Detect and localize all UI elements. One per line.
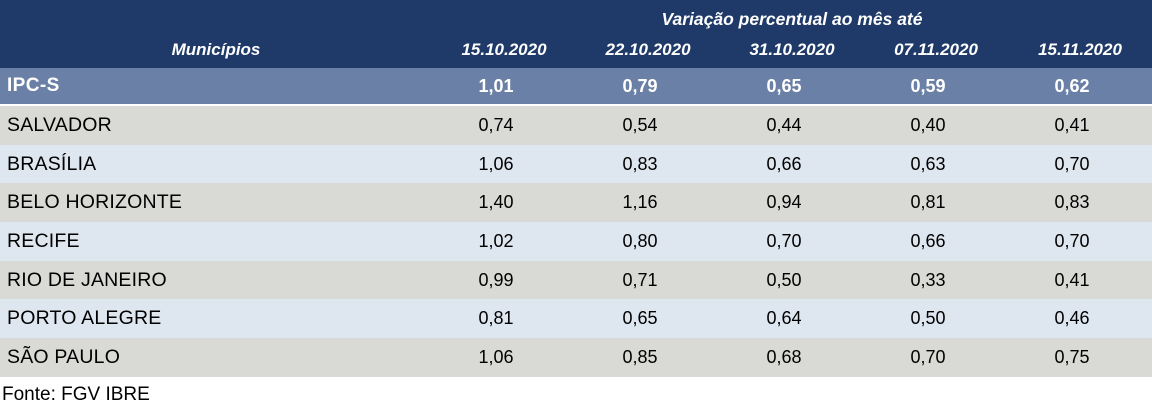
header-group-title: Variação percentual ao mês até [661, 9, 923, 29]
row-label: SALVADOR [7, 113, 112, 136]
row-label: PORTO ALEGRE [7, 307, 162, 330]
row-value: 1,16 [622, 192, 658, 213]
row-label: BRASÍLIA [7, 152, 97, 175]
row-value: 0,64 [766, 308, 802, 329]
row-value: 0,81 [910, 192, 946, 213]
row-value: 0,71 [622, 269, 658, 290]
header-date-col-2: 22.10.2020 [605, 39, 691, 59]
header-date-col-3: 31.10.2020 [749, 39, 835, 59]
table-row-belo-horizonte: BELO HORIZONTE 1,40 1,16 0,94 0,81 0,83 [0, 183, 1152, 223]
table-row-ipcs: IPC-S 1,01 0,79 0,65 0,59 0,62 [0, 68, 1152, 106]
row-value: 0,79 [622, 75, 658, 96]
row-value: 0,44 [766, 114, 802, 135]
row-label: RECIFE [7, 229, 80, 252]
row-label: IPC-S [7, 75, 60, 96]
header-date-col-1: 15.10.2020 [461, 39, 547, 59]
row-value: 0,83 [622, 153, 658, 174]
row-value: 0,46 [1054, 308, 1090, 329]
row-value: 0,80 [622, 230, 658, 251]
row-value: 0,41 [1054, 269, 1090, 290]
row-value: 0,81 [478, 308, 514, 329]
row-value: 1,02 [478, 230, 514, 251]
row-value: 0,33 [910, 269, 946, 290]
table-row-brasilia: BRASÍLIA 1,06 0,83 0,66 0,63 0,70 [0, 144, 1152, 184]
row-value: 0,99 [478, 269, 514, 290]
row-value: 0,70 [910, 346, 946, 367]
header-date-col-5: 15.11.2020 [1038, 39, 1122, 59]
header-municipios: Municípios [171, 39, 261, 59]
row-value: 0,68 [766, 346, 802, 367]
table-row-rio-de-janeiro: RIO DE JANEIRO 0,99 0,71 0,50 0,33 0,41 [0, 260, 1152, 300]
row-value: 0,65 [622, 308, 658, 329]
table-row-recife: RECIFE 1,02 0,80 0,70 0,66 0,70 [0, 222, 1152, 261]
row-value: 0,66 [910, 230, 946, 251]
row-value: 0,63 [910, 153, 946, 174]
row-value: 0,66 [766, 153, 802, 174]
row-label: SÃO PAULO [7, 345, 121, 368]
row-value: 0,70 [1054, 230, 1090, 251]
row-value: 1,01 [478, 75, 514, 96]
row-value: 0,50 [766, 269, 802, 290]
table-row-porto-alegre: PORTO ALEGRE 0,81 0,65 0,64 0,50 0,46 [0, 299, 1152, 339]
row-value: 0,70 [1054, 153, 1090, 174]
row-value: 0,75 [1054, 346, 1090, 367]
row-value: 0,50 [910, 308, 946, 329]
row-label: BELO HORIZONTE [7, 191, 183, 214]
table-header: Variação percentual ao mês até Município… [0, 0, 1152, 68]
row-value: 0,40 [910, 114, 946, 135]
row-value: 0,65 [766, 75, 802, 96]
row-value: 0,70 [766, 230, 802, 251]
row-value: 0,85 [622, 346, 658, 367]
header-group-row: Variação percentual ao mês até [0, 0, 1152, 31]
row-value: 0,62 [1054, 75, 1090, 96]
row-value: 0,59 [910, 75, 946, 96]
row-value: 1,06 [478, 346, 514, 367]
source-note: Fonte: FGV IBRE [0, 376, 1152, 415]
row-value: 0,41 [1054, 114, 1090, 135]
row-value: 0,83 [1054, 192, 1090, 213]
row-value: 0,94 [766, 192, 802, 213]
row-value: 1,40 [478, 192, 514, 213]
table-row-sao-paulo: SÃO PAULO 1,06 0,85 0,68 0,70 0,75 [0, 338, 1152, 377]
row-value: 0,74 [478, 114, 514, 135]
header-date-col-4: 07.11.2020 [894, 39, 978, 59]
header-columns-row: Municípios 15.10.2020 22.10.2020 31.10.2… [0, 31, 1152, 68]
table-row-salvador: SALVADOR 0,74 0,54 0,44 0,40 0,41 [0, 106, 1152, 145]
row-value: 0,54 [622, 114, 658, 135]
row-value: 1,06 [478, 153, 514, 174]
row-label: RIO DE JANEIRO [7, 268, 167, 291]
